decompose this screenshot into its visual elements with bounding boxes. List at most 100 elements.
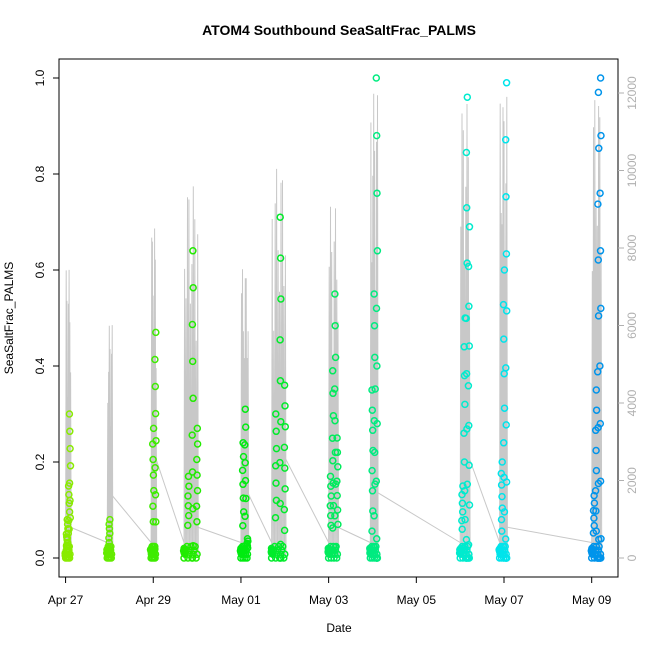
data-point — [500, 266, 509, 274]
data-point — [184, 511, 193, 520]
data-point — [591, 487, 600, 495]
y2-tick-label: 6000 — [625, 312, 639, 339]
data-point — [66, 550, 74, 558]
data-point — [596, 247, 605, 255]
data-point — [180, 554, 188, 562]
data-point — [106, 546, 115, 555]
data-point — [65, 525, 73, 533]
data-point — [191, 542, 199, 551]
data-point — [241, 476, 250, 485]
data-point — [281, 422, 290, 431]
data-point — [463, 542, 472, 551]
data-point — [107, 554, 116, 562]
data-point — [65, 479, 74, 487]
data-point — [331, 416, 339, 425]
data-point — [192, 554, 200, 562]
y-tick-label: 0.0 — [33, 549, 47, 566]
data-point — [184, 492, 192, 500]
altitude-transit — [284, 457, 330, 543]
data-point — [193, 550, 201, 558]
data-point — [280, 381, 289, 389]
data-point — [193, 471, 201, 479]
data-point — [590, 499, 599, 507]
data-point — [238, 466, 247, 475]
data-point — [65, 554, 74, 562]
data-point — [188, 357, 197, 366]
data-point — [372, 554, 381, 562]
y2-tick-label: 2000 — [625, 467, 639, 494]
data-point — [595, 542, 603, 551]
data-point — [188, 431, 196, 439]
data-point — [272, 479, 280, 487]
data-point — [373, 419, 381, 428]
data-point — [334, 463, 342, 471]
data-point — [151, 554, 159, 562]
data-point — [458, 508, 467, 516]
data-point — [594, 312, 603, 320]
data-point — [371, 385, 379, 393]
data-point — [465, 461, 473, 470]
altitude-transit — [247, 491, 273, 543]
data-point — [369, 446, 377, 455]
data-point — [502, 193, 510, 201]
data-point — [239, 521, 247, 530]
data-point — [272, 410, 280, 418]
data-point — [243, 554, 251, 562]
data-point — [151, 542, 159, 551]
chart-title: ATOM4 Southbound SeaSaltFrac_PALMS — [202, 22, 476, 38]
data-point — [368, 487, 377, 495]
data-point — [105, 538, 113, 547]
data-point — [330, 550, 339, 558]
data-point — [151, 464, 159, 472]
data-point — [193, 486, 202, 495]
data-point — [372, 131, 381, 140]
data-point — [596, 554, 604, 562]
x-tick-label: Apr 29 — [136, 593, 172, 607]
data-point — [150, 546, 159, 555]
data-point — [189, 247, 197, 255]
data-point — [465, 421, 473, 430]
data-point — [331, 353, 340, 362]
data-point — [276, 254, 285, 262]
data-point — [462, 148, 471, 157]
data-point — [590, 491, 598, 500]
data-point — [501, 535, 510, 543]
x-tick-label: May 09 — [572, 593, 612, 607]
altitude-trace — [65, 269, 72, 556]
data-point — [498, 527, 506, 535]
data-point — [502, 421, 510, 429]
data-point — [502, 250, 511, 258]
data-point — [333, 550, 342, 558]
data-point — [65, 542, 74, 551]
data-point — [460, 343, 468, 351]
data-point — [241, 423, 250, 431]
data-point — [597, 304, 605, 313]
data-point — [592, 406, 601, 414]
data-point — [373, 362, 381, 370]
data-point — [242, 494, 250, 503]
data-point — [594, 546, 603, 555]
data-point — [333, 434, 341, 442]
data-point — [596, 550, 605, 558]
data-point — [594, 88, 603, 97]
data-point — [185, 482, 193, 490]
data-point — [105, 525, 114, 533]
data-point — [241, 441, 249, 449]
altitude-trace — [499, 96, 508, 556]
data-point — [592, 507, 600, 515]
data-point — [595, 144, 603, 153]
data-point — [326, 472, 335, 481]
data-point — [280, 443, 289, 452]
data-point — [151, 355, 159, 364]
data-point — [464, 262, 473, 271]
data-point — [458, 499, 467, 508]
data-point — [465, 501, 474, 509]
data-point — [329, 542, 338, 551]
data-point — [502, 364, 510, 372]
data-point — [332, 542, 340, 551]
data-point — [373, 550, 381, 558]
altitude-transit — [376, 491, 461, 543]
data-point — [499, 300, 508, 309]
data-point — [277, 295, 285, 303]
